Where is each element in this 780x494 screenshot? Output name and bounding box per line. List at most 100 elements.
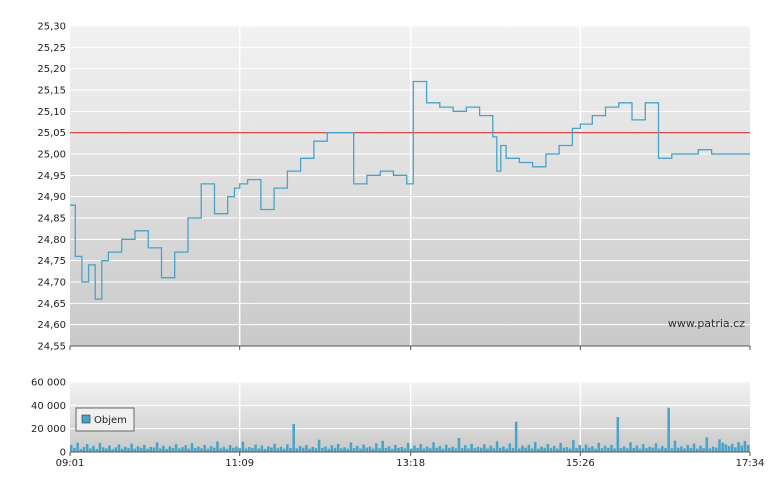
volume-bars xyxy=(70,407,750,452)
volume-bar xyxy=(311,446,315,452)
volume-bar xyxy=(340,448,343,452)
volume-bar xyxy=(355,445,359,452)
volume-bar xyxy=(705,437,709,452)
volume-bar xyxy=(641,444,645,452)
volume-bar xyxy=(378,448,381,452)
volume-y-tick-label: 60 000 xyxy=(31,378,66,389)
volume-bar xyxy=(216,441,219,452)
volume-bar xyxy=(241,441,245,452)
volume-bar xyxy=(416,448,419,452)
price-y-tick-label: 24,55 xyxy=(37,342,66,353)
volume-bar xyxy=(362,444,365,452)
volume-bar xyxy=(336,443,340,452)
volume-bar xyxy=(695,448,699,452)
volume-bar xyxy=(498,447,502,452)
volume-bar xyxy=(168,446,172,452)
volume-bar xyxy=(727,446,731,452)
volume-bar xyxy=(263,448,267,452)
volume-bar xyxy=(610,444,613,452)
watermark-text: www.patria.cz xyxy=(668,317,745,330)
volume-bar xyxy=(711,446,715,452)
volume-bar xyxy=(108,445,111,452)
volume-bar xyxy=(441,448,445,452)
price-y-tick-label: 24,70 xyxy=(37,278,66,289)
volume-bar xyxy=(514,421,518,452)
volume-bar xyxy=(746,445,750,452)
volume-bar xyxy=(184,445,187,452)
volume-bar xyxy=(559,443,562,452)
volume-bar xyxy=(101,447,105,452)
price-y-tick-label: 24,80 xyxy=(37,235,66,246)
volume-bar xyxy=(381,440,384,452)
volume-bar xyxy=(136,446,140,452)
volume-bar xyxy=(419,444,423,452)
price-y-tick-label: 24,95 xyxy=(37,171,66,182)
volume-bar xyxy=(375,443,378,452)
volume-bar xyxy=(387,446,391,452)
volume-bar xyxy=(146,448,149,452)
volume-bar xyxy=(721,442,724,452)
volume-bar xyxy=(298,445,302,452)
volume-bar xyxy=(286,444,289,452)
volume-bar xyxy=(200,448,203,452)
volume-bar xyxy=(257,448,261,452)
volume-bar xyxy=(502,446,505,452)
volume-bar xyxy=(155,442,159,452)
volume-bar xyxy=(305,445,308,452)
volume-bar xyxy=(572,440,575,452)
volume-bar xyxy=(371,448,375,452)
volume-bar xyxy=(692,443,696,452)
volume-bar xyxy=(368,446,372,452)
volume-bar xyxy=(343,447,346,452)
volume-bar xyxy=(495,441,499,452)
price-y-tick-label: 24,90 xyxy=(37,192,66,203)
volume-bar xyxy=(120,448,124,452)
volume-bar xyxy=(667,407,670,452)
volume-bar xyxy=(638,448,642,452)
volume-bar xyxy=(413,445,416,452)
volume-bar xyxy=(162,445,165,452)
volume-bar xyxy=(460,448,464,452)
volume-bar xyxy=(225,448,229,452)
volume-bar xyxy=(235,446,238,452)
volume-bar xyxy=(607,447,610,452)
volume-bar xyxy=(92,445,95,452)
volume-bar xyxy=(149,446,152,452)
volume-bar xyxy=(429,448,432,452)
volume-bar xyxy=(454,448,458,452)
volume-bar xyxy=(203,444,206,452)
volume-bar xyxy=(664,448,667,452)
volume-bar xyxy=(206,448,210,452)
volume-bar xyxy=(619,448,623,452)
volume-bar xyxy=(317,439,321,452)
volume-bar xyxy=(457,438,461,452)
volume-bar xyxy=(600,448,604,452)
price-x-ticks xyxy=(69,346,751,350)
volume-bar xyxy=(518,448,521,452)
volume-bar xyxy=(565,447,569,452)
volume-bar xyxy=(330,445,334,452)
volume-bar xyxy=(98,442,102,452)
volume-bar xyxy=(127,448,130,452)
volume-y-tick-label: 0 xyxy=(60,448,66,459)
volume-bar xyxy=(422,448,426,452)
price-y-tick-label: 25,30 xyxy=(37,22,66,33)
volume-bar xyxy=(492,448,496,452)
volume-bar xyxy=(680,446,683,452)
volume-bar xyxy=(508,443,512,452)
volume-bar xyxy=(661,446,664,452)
price-y-tick-label: 24,85 xyxy=(37,214,66,225)
volume-bar xyxy=(715,447,718,452)
volume-bar xyxy=(410,448,413,452)
volume-bar xyxy=(238,448,241,452)
volume-bar xyxy=(406,442,410,452)
volume-bar xyxy=(657,448,661,452)
volume-bar xyxy=(349,442,353,452)
x-tick-label: 15:26 xyxy=(566,458,595,469)
volume-bar xyxy=(359,448,362,452)
volume-bar xyxy=(575,448,578,452)
volume-bar xyxy=(352,448,356,452)
volume-bar xyxy=(543,447,546,452)
